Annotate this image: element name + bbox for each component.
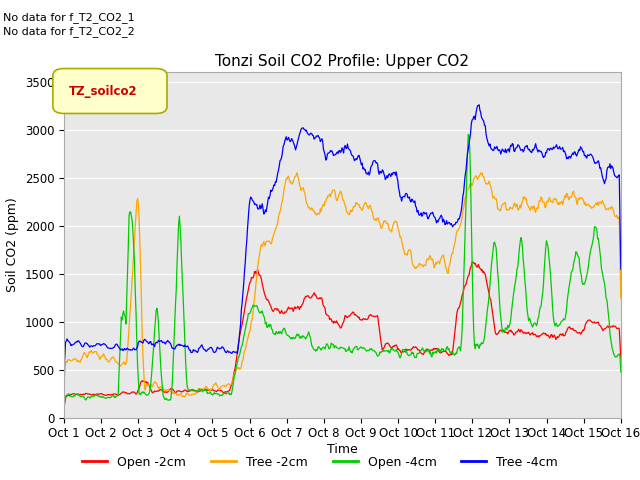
Text: No data for f_T2_CO2_1: No data for f_T2_CO2_1 [3, 12, 135, 23]
Legend: Open -2cm, Tree -2cm, Open -4cm, Tree -4cm: Open -2cm, Tree -2cm, Open -4cm, Tree -4… [77, 451, 563, 474]
Title: Tonzi Soil CO2 Profile: Upper CO2: Tonzi Soil CO2 Profile: Upper CO2 [216, 54, 469, 70]
Text: No data for f_T2_CO2_2: No data for f_T2_CO2_2 [3, 26, 135, 37]
X-axis label: Time: Time [327, 443, 358, 456]
Text: TZ_soilco2: TZ_soilco2 [68, 85, 137, 98]
FancyBboxPatch shape [53, 69, 167, 113]
Y-axis label: Soil CO2 (ppm): Soil CO2 (ppm) [6, 197, 19, 292]
